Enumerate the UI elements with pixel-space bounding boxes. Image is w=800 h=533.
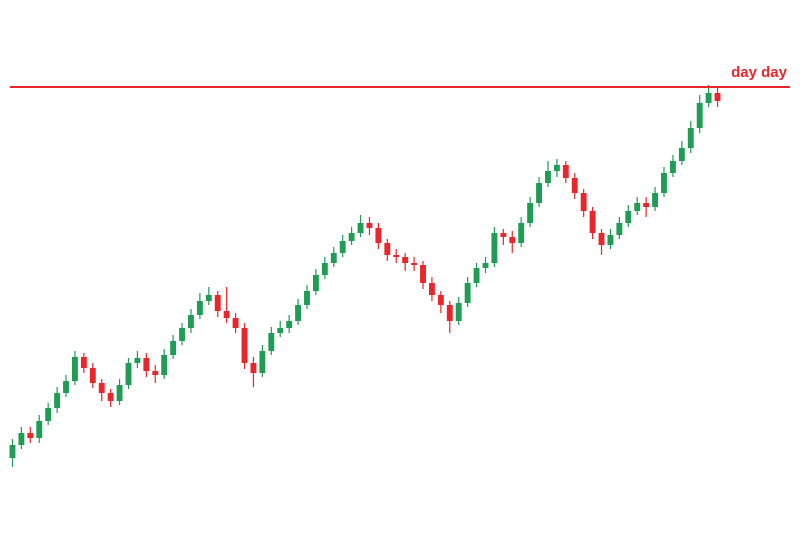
candle-body xyxy=(625,211,632,223)
candle-body xyxy=(179,328,185,341)
candle-body xyxy=(482,263,489,268)
candle-body xyxy=(696,103,703,128)
candle-body xyxy=(366,223,373,228)
candle-body xyxy=(125,363,132,385)
candle-body xyxy=(107,393,114,401)
candle-body xyxy=(196,301,203,315)
candle-body xyxy=(669,161,676,173)
candle-body xyxy=(714,93,721,101)
candle-body xyxy=(607,235,614,245)
candle-body xyxy=(455,303,462,321)
candle-body xyxy=(464,283,471,303)
candle-body xyxy=(678,148,685,161)
candle-body xyxy=(473,268,480,283)
candle-body xyxy=(553,165,560,171)
candle-body xyxy=(393,255,400,257)
candle-body xyxy=(634,203,641,211)
candle-body xyxy=(330,253,337,263)
candle-body xyxy=(36,421,43,438)
candle-body xyxy=(205,295,212,301)
candle-body xyxy=(571,178,578,193)
candle-body xyxy=(152,371,159,375)
candle-body xyxy=(134,358,141,363)
candle-body xyxy=(652,193,659,207)
candle-body xyxy=(27,433,34,438)
candle-body xyxy=(223,311,230,318)
candle-body xyxy=(616,223,623,235)
candle-body xyxy=(63,381,69,393)
candle-body xyxy=(527,203,534,223)
candle-body xyxy=(45,408,52,421)
candle-body xyxy=(232,318,239,328)
candle-body xyxy=(98,383,105,393)
candle-body xyxy=(277,328,284,333)
candle-body xyxy=(491,233,498,263)
candle-body xyxy=(384,243,391,255)
candle-body xyxy=(304,291,310,305)
candle-body xyxy=(643,203,650,207)
candle-body xyxy=(339,241,346,253)
candle-body xyxy=(446,305,453,321)
candle-body xyxy=(687,128,694,148)
candle-body xyxy=(161,355,168,375)
candle-body xyxy=(80,357,87,368)
candle-body xyxy=(348,233,355,241)
candle-body xyxy=(411,263,418,265)
candle-body xyxy=(241,328,248,363)
candle-body xyxy=(580,193,587,211)
candle-body xyxy=(250,363,257,373)
candle-body xyxy=(188,315,194,328)
resistance-label: day day xyxy=(731,64,788,81)
candle-body xyxy=(705,93,712,103)
candle-body xyxy=(428,283,435,295)
candle-body xyxy=(54,393,61,408)
candle-body xyxy=(589,211,596,233)
candle-body xyxy=(143,358,150,371)
candle-body xyxy=(509,237,516,243)
candle-body xyxy=(321,263,328,275)
candle-body xyxy=(357,223,364,233)
candle-body xyxy=(214,295,221,311)
candle-body xyxy=(375,228,382,243)
candle-body xyxy=(598,233,605,245)
candle-body xyxy=(18,433,25,445)
candle-body xyxy=(402,257,409,263)
candle-body xyxy=(286,321,293,328)
candle-body xyxy=(9,445,16,458)
candle-body xyxy=(661,173,667,193)
candle-body xyxy=(116,385,123,401)
candle-body xyxy=(71,357,78,381)
candle-body xyxy=(518,223,525,243)
candle-body xyxy=(268,333,275,351)
candle-body xyxy=(545,171,551,183)
candle-body xyxy=(500,233,507,237)
candle-body xyxy=(312,275,319,291)
candle-body xyxy=(536,183,542,203)
candle-body xyxy=(437,295,444,305)
candle-body xyxy=(562,165,569,178)
candle-body xyxy=(420,265,426,283)
candle-body xyxy=(170,341,177,355)
candle-body xyxy=(89,368,96,383)
candle-body xyxy=(295,305,302,321)
candle-body xyxy=(259,351,266,373)
